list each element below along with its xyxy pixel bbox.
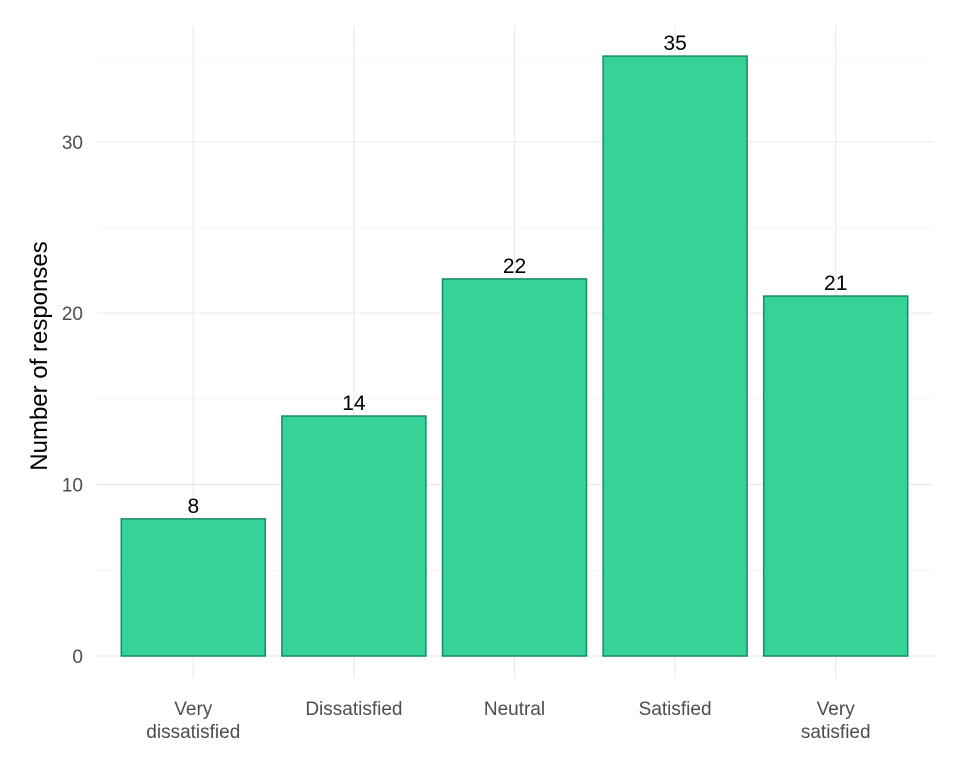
bar (762, 295, 909, 657)
x-tick-label: Dissatisfied (305, 699, 402, 720)
x-tick-label: Very satisfied (801, 699, 871, 743)
y-axis-title: Number of responses (26, 241, 53, 470)
bars (120, 55, 909, 657)
bar-value-label: 35 (663, 32, 686, 55)
x-axis-ticks: Very dissatisfied Dissatisfied Neutral Satis… (146, 699, 870, 743)
x-tick-label: Very dissatisfied (146, 699, 240, 743)
bar (281, 415, 427, 657)
data-labels: 8 14 22 35 21 (187, 32, 847, 518)
bar-value-label: 8 (187, 495, 199, 518)
y-tick-label: 20 (62, 304, 83, 325)
bar-value-label: 21 (824, 272, 847, 295)
y-tick-label: 0 (72, 647, 83, 668)
y-tick-label: 30 (62, 133, 83, 154)
bar-value-label: 22 (503, 255, 526, 278)
bar (441, 278, 588, 657)
x-tick-label: Satisfied (639, 699, 712, 720)
y-tick-label: 10 (62, 476, 83, 497)
bar (120, 518, 267, 657)
bar-value-label: 14 (342, 392, 366, 415)
y-axis-ticks: 0 10 20 30 (62, 133, 83, 668)
x-tick-label: Neutral (484, 699, 545, 720)
bar (602, 55, 748, 657)
